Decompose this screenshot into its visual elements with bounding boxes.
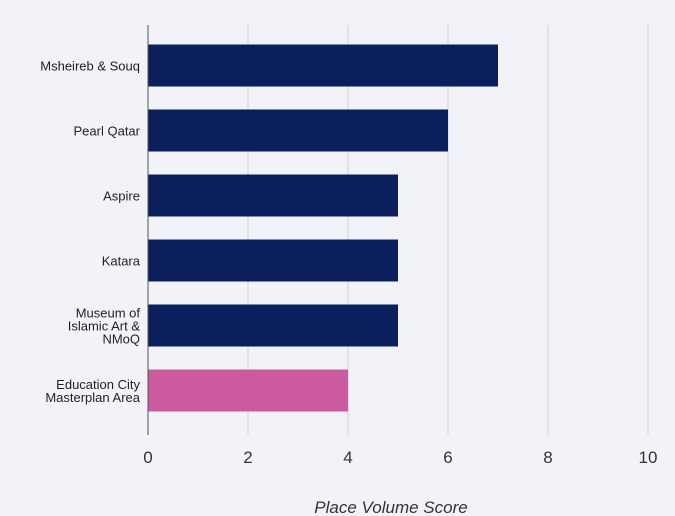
bar: [148, 174, 398, 217]
category-label: Education City Masterplan Area: [45, 376, 140, 405]
bar: [148, 304, 398, 347]
category-label: Pearl Qatar: [73, 123, 140, 138]
x-axis-label: Place Volume Score: [314, 498, 467, 516]
category-label: Museum of Islamic Art & NMoQ: [67, 305, 140, 346]
x-tick-label: 2: [243, 448, 252, 467]
x-tick-label: 6: [443, 448, 452, 467]
bar: [148, 369, 348, 412]
x-tick-label: 4: [343, 448, 352, 467]
x-tick-label: 8: [543, 448, 552, 467]
bar: [148, 239, 398, 282]
bar: [148, 44, 498, 87]
category-label: Msheireb & Souq: [40, 58, 140, 73]
category-label: Katara: [101, 253, 140, 268]
bar: [148, 109, 448, 152]
x-tick-label: 0: [143, 448, 152, 467]
x-tick-label: 10: [639, 448, 658, 467]
category-label: Aspire: [103, 188, 140, 203]
